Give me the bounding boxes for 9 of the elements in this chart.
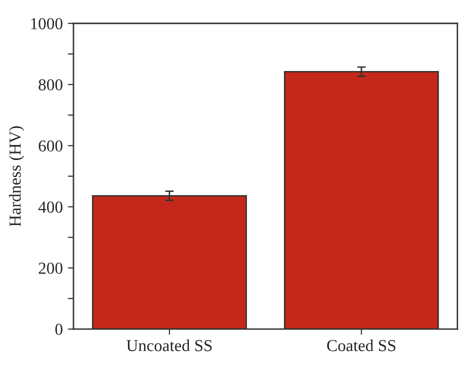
- y-axis-title: Hardness (HV): [9, 126, 24, 226]
- x-tick-label: Coated SS: [327, 339, 396, 352]
- y-tick-label: 1000: [31, 18, 62, 30]
- y-tick-label: 600: [38, 140, 62, 152]
- y-tick-label: 0: [55, 324, 62, 336]
- x-tick-label: Uncoated SS: [126, 339, 212, 352]
- y-tick-label: 400: [38, 201, 62, 213]
- y-tick-label: 800: [38, 79, 62, 90]
- y-tick-label: 200: [38, 262, 62, 274]
